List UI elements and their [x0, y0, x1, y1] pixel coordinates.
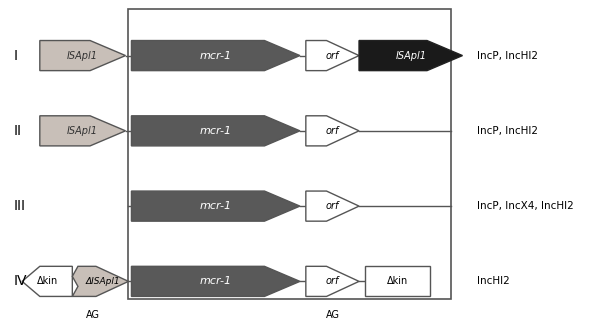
Text: mcr-1: mcr-1 [200, 201, 232, 211]
Text: orf: orf [326, 126, 339, 136]
Text: ISApl1: ISApl1 [395, 51, 426, 60]
Polygon shape [22, 266, 73, 296]
Text: mcr-1: mcr-1 [200, 51, 232, 60]
Polygon shape [131, 191, 300, 221]
Polygon shape [306, 41, 359, 71]
Text: ISApl1: ISApl1 [67, 51, 98, 60]
Polygon shape [306, 266, 359, 296]
Text: orf: orf [326, 276, 339, 286]
Text: mcr-1: mcr-1 [200, 276, 232, 286]
Text: AG: AG [325, 310, 340, 320]
Text: Δkin: Δkin [387, 276, 408, 286]
Polygon shape [359, 41, 463, 71]
Text: ISApl1: ISApl1 [67, 126, 98, 136]
Text: ΔISApl1: ΔISApl1 [86, 277, 121, 286]
Polygon shape [131, 41, 300, 71]
Bar [365, 266, 430, 296]
Polygon shape [306, 191, 359, 221]
Text: IncHI2: IncHI2 [477, 276, 510, 286]
Text: IncP, IncHI2: IncP, IncHI2 [477, 51, 538, 60]
Polygon shape [40, 116, 125, 146]
Polygon shape [131, 116, 300, 146]
Text: II: II [13, 124, 21, 138]
Polygon shape [131, 266, 300, 296]
Polygon shape [40, 41, 125, 71]
Text: I: I [13, 49, 17, 63]
Text: IncP, IncX4, IncHI2: IncP, IncX4, IncHI2 [477, 201, 574, 211]
Text: orf: orf [326, 201, 339, 211]
Text: III: III [13, 199, 25, 213]
Text: IncP, IncHI2: IncP, IncHI2 [477, 126, 538, 136]
Text: mcr-1: mcr-1 [200, 126, 232, 136]
Text: orf: orf [326, 51, 339, 60]
Text: IV: IV [13, 274, 27, 288]
Text: Δkin: Δkin [37, 276, 58, 286]
Text: AG: AG [86, 310, 100, 320]
Bar [128, 9, 451, 300]
Polygon shape [73, 266, 128, 296]
Polygon shape [306, 116, 359, 146]
